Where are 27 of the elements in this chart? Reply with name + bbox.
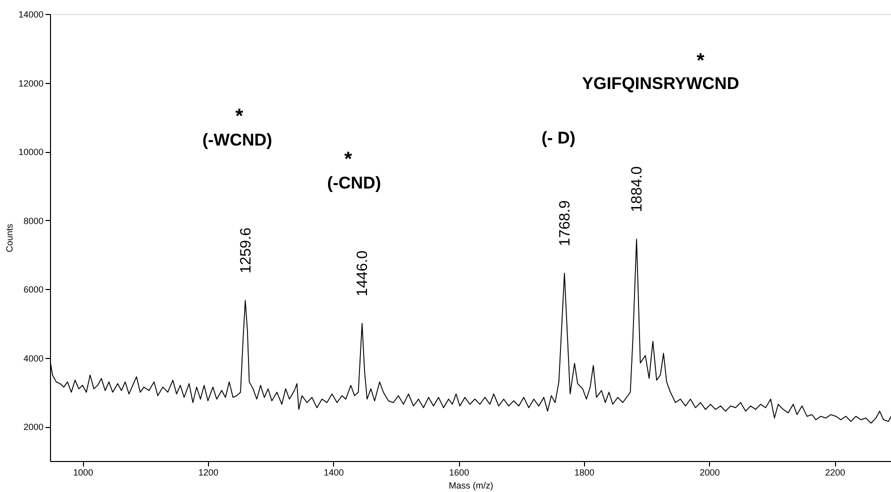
annotation: * [344,148,352,170]
annotation: 1446.0 [354,250,372,296]
x-tick-label: 1000 [73,468,94,478]
x-tick-label: 1200 [198,468,218,478]
annotation: 1884.0 [628,166,646,212]
annotation: * [696,50,705,72]
annotation: (- D) [541,128,576,148]
y-axis-title: Counts [4,223,14,252]
x-tick-label: 1800 [574,468,594,478]
y-tick-label: 10000 [18,147,44,158]
annotation: 1768.9 [556,200,574,246]
x-tick-label: 2200 [825,468,846,478]
x-axis-title: Mass (m/z) [448,480,494,490]
x-tick-label: 2000 [700,468,720,478]
annotation: 1259.6 [237,227,254,274]
annotation: (-WCND) [202,130,272,150]
annotation: (-CND) [327,173,381,192]
y-tick-label: 2000 [23,422,44,432]
x-tick-label: 1600 [449,468,470,478]
y-tick-label: 14000 [18,10,44,20]
x-tick-label: 1400 [324,468,344,478]
y-tick-label: 6000 [23,284,44,295]
y-tick-label: 8000 [23,216,44,226]
y-tick-label: 12000 [18,78,44,88]
annotation: * [235,105,244,128]
y-tick-label: 4000 [23,353,44,364]
annotation: YGIFQINSRYWCND [582,74,740,94]
